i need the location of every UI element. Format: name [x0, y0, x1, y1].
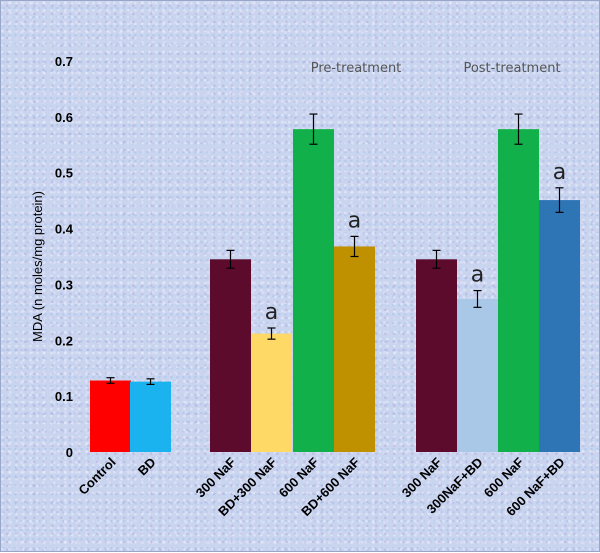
bar — [457, 298, 498, 452]
y-tick-label: 0.3 — [55, 277, 73, 292]
y-tick-label: 0.7 — [55, 54, 73, 69]
y-tick-label: 0 — [66, 445, 73, 460]
bar — [498, 129, 539, 452]
y-axis-label: MDA (n moles/mg protein) — [30, 191, 45, 342]
significance-label: a — [348, 208, 361, 233]
group-label-pre: Pre-treatment — [311, 61, 402, 76]
x-tick-label: Control — [75, 455, 118, 498]
group-label-post: Post-treatment — [463, 61, 560, 76]
y-tick-label: 0.2 — [55, 333, 73, 348]
y-tick-label: 0.5 — [55, 166, 73, 181]
bar — [251, 333, 292, 452]
y-tick-label: 0.6 — [55, 110, 73, 125]
y-tick-label: 0.4 — [55, 222, 74, 237]
bar — [334, 246, 375, 452]
significance-label: a — [471, 263, 484, 288]
bar — [416, 259, 457, 452]
y-tick-label: 0.1 — [55, 389, 73, 404]
bar — [539, 200, 580, 452]
x-tick-label: BD — [135, 455, 159, 479]
bar — [293, 129, 334, 452]
bar — [130, 381, 171, 452]
significance-label: a — [265, 300, 278, 325]
significance-label: a — [553, 160, 566, 185]
bar — [90, 380, 131, 452]
bar — [210, 259, 251, 452]
